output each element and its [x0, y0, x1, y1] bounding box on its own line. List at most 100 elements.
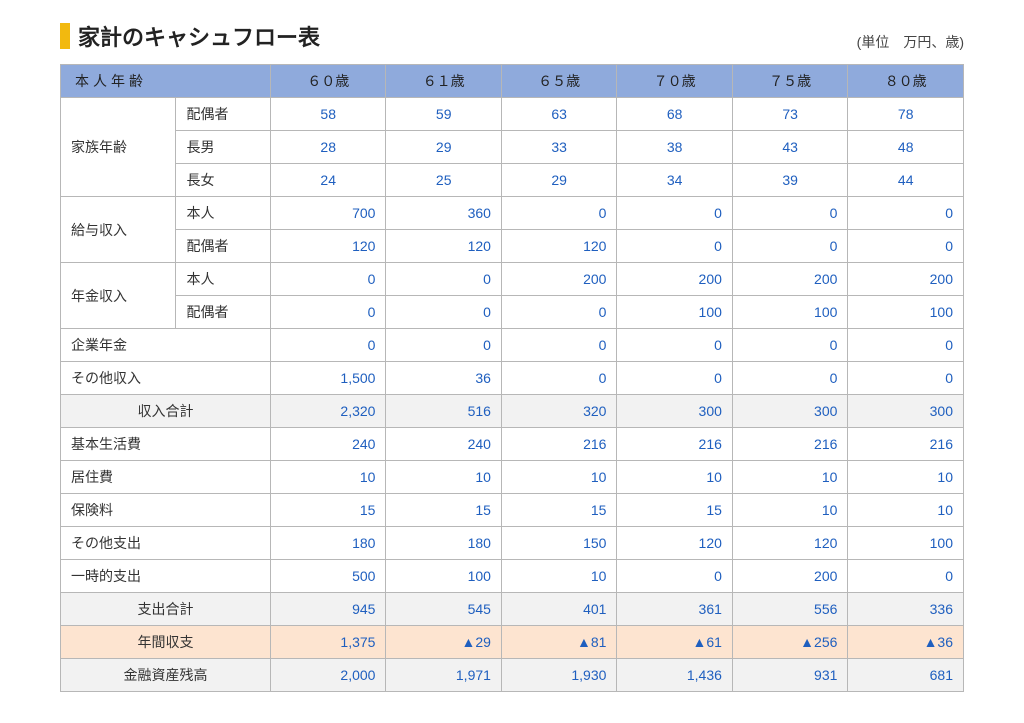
onetime-label: 一時的支出 — [61, 560, 271, 593]
corp-pension-label: 企業年金 — [61, 329, 271, 362]
etot-3: 361 — [617, 593, 732, 626]
pension-1-3: 100 — [617, 296, 732, 329]
accent-bar — [60, 23, 70, 49]
onetime-2: 10 — [501, 560, 616, 593]
ins-1: 15 — [386, 494, 501, 527]
etot-4: 556 — [732, 593, 847, 626]
onetime-5: 0 — [848, 560, 964, 593]
ins-0: 15 — [270, 494, 385, 527]
assets-3: 1,436 — [617, 659, 732, 692]
pension-0-1: 0 — [386, 263, 501, 296]
corp-0: 0 — [270, 329, 385, 362]
itot-0: 2,320 — [270, 395, 385, 428]
oexp-2: 150 — [501, 527, 616, 560]
pension-row-0: 年金収入 本人 0 0 200 200 200 200 — [61, 263, 964, 296]
balance-row: 年間収支 1,375 ▲29 ▲81 ▲61 ▲256 ▲36 — [61, 626, 964, 659]
salary-1-0: 120 — [270, 230, 385, 263]
itot-1: 516 — [386, 395, 501, 428]
family-row-2: 長女 24 25 29 34 39 44 — [61, 164, 964, 197]
bal-0: 1,375 — [270, 626, 385, 659]
family-2-0: 24 — [270, 164, 385, 197]
pension-0-2: 200 — [501, 263, 616, 296]
family-label-1: 長男 — [176, 131, 270, 164]
oexp-1: 180 — [386, 527, 501, 560]
family-0-5: 78 — [848, 98, 964, 131]
oincome-1: 36 — [386, 362, 501, 395]
onetime-1: 100 — [386, 560, 501, 593]
living-5: 216 — [848, 428, 964, 461]
family-0-1: 59 — [386, 98, 501, 131]
salary-label-1: 配偶者 — [176, 230, 270, 263]
family-1-1: 29 — [386, 131, 501, 164]
other-expense-row: その他支出 180 180 150 120 120 100 — [61, 527, 964, 560]
cashflow-table: 本人年齢 ６０歳 ６１歳 ６５歳 ７０歳 ７５歳 ８０歳 家族年齢 配偶者 58… — [60, 64, 964, 692]
family-0-4: 73 — [732, 98, 847, 131]
family-2-2: 29 — [501, 164, 616, 197]
pension-1-1: 0 — [386, 296, 501, 329]
oexp-0: 180 — [270, 527, 385, 560]
salary-1-4: 0 — [732, 230, 847, 263]
family-1-3: 38 — [617, 131, 732, 164]
expense-total-label: 支出合計 — [61, 593, 271, 626]
title-row: 家計のキャシュフロー表 (単位 万円、歳) — [60, 20, 964, 52]
salary-0-0: 700 — [270, 197, 385, 230]
assets-2: 1,930 — [501, 659, 616, 692]
itot-5: 300 — [848, 395, 964, 428]
header-age-0: ６０歳 — [270, 65, 385, 98]
onetime-4: 200 — [732, 560, 847, 593]
bal-1: ▲29 — [386, 626, 501, 659]
itot-4: 300 — [732, 395, 847, 428]
pension-group-label: 年金収入 — [61, 263, 176, 329]
living-label: 基本生活費 — [61, 428, 271, 461]
etot-5: 336 — [848, 593, 964, 626]
housing-3: 10 — [617, 461, 732, 494]
assets-label: 金融資産残高 — [61, 659, 271, 692]
living-2: 216 — [501, 428, 616, 461]
itot-2: 320 — [501, 395, 616, 428]
insurance-row: 保険料 15 15 15 15 10 10 — [61, 494, 964, 527]
bal-2: ▲81 — [501, 626, 616, 659]
family-0-2: 63 — [501, 98, 616, 131]
living-row: 基本生活費 240 240 216 216 216 216 — [61, 428, 964, 461]
assets-row: 金融資産残高 2,000 1,971 1,930 1,436 931 681 — [61, 659, 964, 692]
salary-1-5: 0 — [848, 230, 964, 263]
header-row: 本人年齢 ６０歳 ６１歳 ６５歳 ７０歳 ７５歳 ８０歳 — [61, 65, 964, 98]
family-1-5: 48 — [848, 131, 964, 164]
ins-3: 15 — [617, 494, 732, 527]
living-1: 240 — [386, 428, 501, 461]
unit-label: (単位 万円、歳) — [857, 32, 964, 52]
header-age-3: ７０歳 — [617, 65, 732, 98]
family-group-label: 家族年齢 — [61, 98, 176, 197]
etot-0: 945 — [270, 593, 385, 626]
living-3: 216 — [617, 428, 732, 461]
salary-1-2: 120 — [501, 230, 616, 263]
pension-1-0: 0 — [270, 296, 385, 329]
oexp-4: 120 — [732, 527, 847, 560]
bal-5: ▲36 — [848, 626, 964, 659]
oexp-5: 100 — [848, 527, 964, 560]
family-0-3: 68 — [617, 98, 732, 131]
salary-0-2: 0 — [501, 197, 616, 230]
pension-0-4: 200 — [732, 263, 847, 296]
living-4: 216 — [732, 428, 847, 461]
salary-0-1: 360 — [386, 197, 501, 230]
housing-row: 居住費 10 10 10 10 10 10 — [61, 461, 964, 494]
family-0-0: 58 — [270, 98, 385, 131]
family-1-4: 43 — [732, 131, 847, 164]
salary-row-0: 給与収入 本人 700 360 0 0 0 0 — [61, 197, 964, 230]
family-2-4: 39 — [732, 164, 847, 197]
expense-total-row: 支出合計 945 545 401 361 556 336 — [61, 593, 964, 626]
title-block: 家計のキャシュフロー表 — [60, 20, 320, 52]
ins-4: 10 — [732, 494, 847, 527]
salary-row-1: 配偶者 120 120 120 0 0 0 — [61, 230, 964, 263]
corp-1: 0 — [386, 329, 501, 362]
header-age-label: 本人年齢 — [61, 65, 271, 98]
oincome-2: 0 — [501, 362, 616, 395]
corp-5: 0 — [848, 329, 964, 362]
oexp-3: 120 — [617, 527, 732, 560]
bal-4: ▲256 — [732, 626, 847, 659]
onetime-row: 一時的支出 500 100 10 0 200 0 — [61, 560, 964, 593]
living-0: 240 — [270, 428, 385, 461]
income-total-label: 収入合計 — [61, 395, 271, 428]
salary-1-3: 0 — [617, 230, 732, 263]
